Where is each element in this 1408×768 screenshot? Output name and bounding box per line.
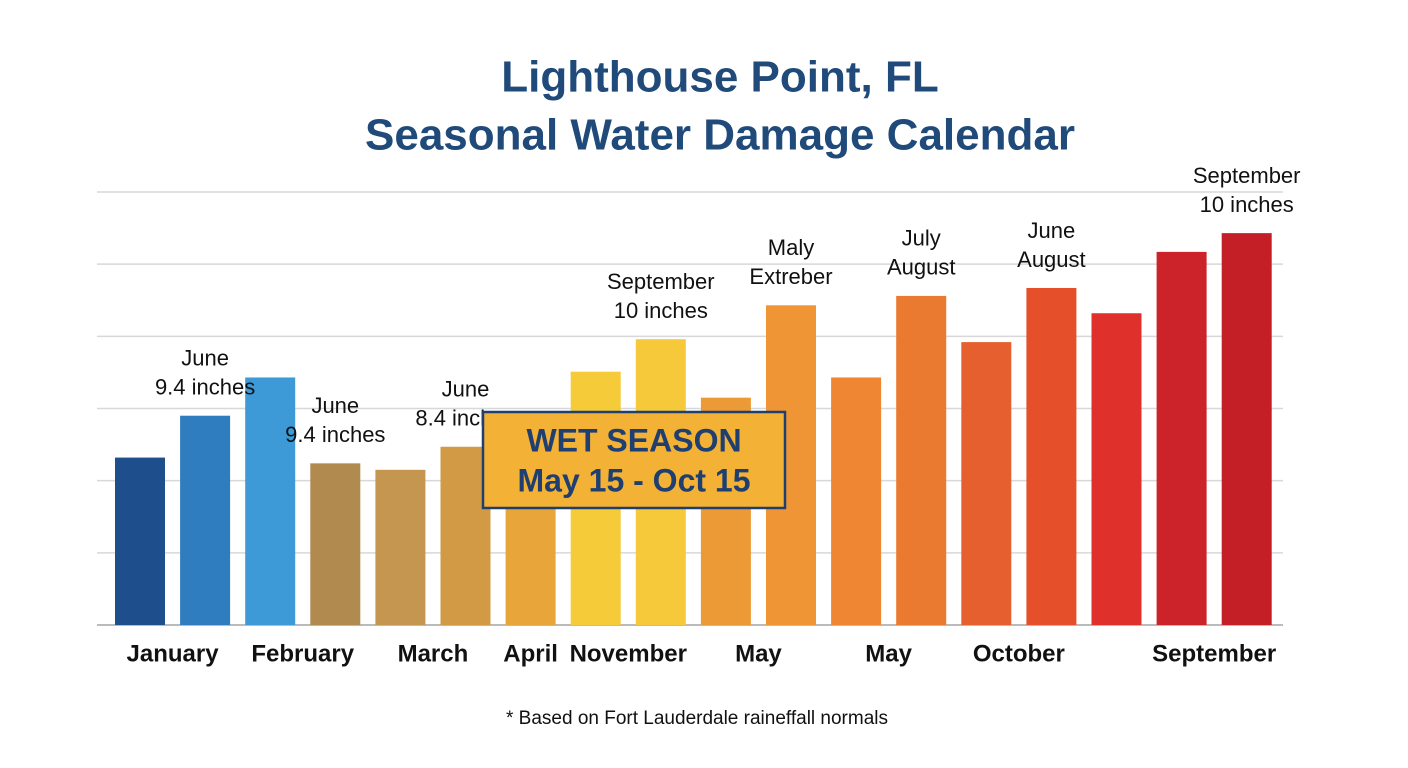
footnote: * Based on Fort Lauderdale raineffall no… — [506, 708, 888, 729]
bar — [180, 415, 231, 625]
bar-note: 10 inches — [1200, 192, 1294, 217]
bar-note: June — [442, 377, 490, 402]
bar — [1156, 251, 1207, 626]
bar-note: 10 inches — [614, 298, 708, 323]
bar-note: Extreber — [749, 264, 832, 289]
bar — [1091, 313, 1142, 625]
x-tick-label: February — [251, 640, 354, 667]
bars — [115, 233, 1272, 626]
bar-note: August — [1017, 247, 1086, 272]
bar — [1026, 287, 1077, 625]
x-tick-label: March — [398, 640, 469, 667]
bar — [375, 469, 426, 625]
bar-note: June — [311, 393, 359, 418]
x-tick-label: October — [973, 640, 1065, 667]
bar — [115, 457, 165, 625]
x-tick-label: May — [865, 640, 912, 667]
bar-note: July — [902, 226, 941, 251]
callout-text: WET SEASON — [526, 422, 741, 458]
bar-note: September — [607, 269, 715, 294]
labels: January June 9.4 inches February June 9.4 inc… — [127, 163, 1301, 667]
bar — [310, 463, 361, 625]
bar — [831, 377, 882, 625]
wet-season-callout: WET SEASON May 15 - Oct 15 — [481, 410, 787, 510]
x-tick-label: November — [570, 640, 687, 667]
chart-subtitle: Seasonal Water Damage Calendar — [365, 111, 1075, 160]
bar — [896, 295, 947, 625]
bar-note: September — [1193, 163, 1301, 188]
bar — [1221, 233, 1272, 625]
bar — [245, 377, 296, 625]
x-tick-label: January — [127, 640, 220, 667]
bar-note: 9.4 inches — [285, 422, 385, 447]
callout-box — [481, 410, 787, 510]
bar-note: August — [887, 255, 956, 280]
bar-note: Maly — [768, 235, 814, 260]
x-tick-label: May — [735, 640, 782, 667]
bar-note: June — [1028, 218, 1076, 243]
x-tick-label: September — [1152, 640, 1276, 667]
callout-text: May 15 - Oct 15 — [518, 462, 751, 498]
x-tick-label: April — [503, 640, 558, 667]
bar-note: June — [181, 346, 229, 371]
bar — [961, 342, 1012, 625]
chart-title: Lighthouse Point, FL — [501, 53, 939, 102]
bar-note: 9.4 inches — [155, 375, 255, 400]
